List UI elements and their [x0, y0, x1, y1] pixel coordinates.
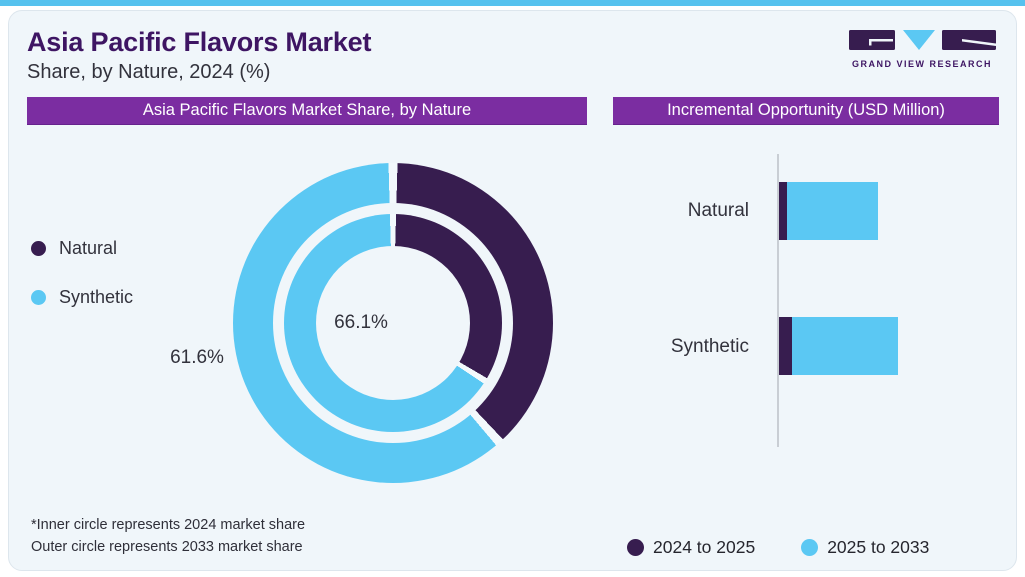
- bar-synthetic-2024-2025: [779, 317, 792, 375]
- bar-category-label-natural: Natural: [687, 200, 749, 221]
- bar-row-natural: [779, 182, 878, 240]
- synthetic-swatch-icon: [31, 289, 46, 305]
- donut-outer-share-label: 61.6%: [170, 347, 224, 368]
- legend-item-natural: Natural: [31, 235, 133, 261]
- legend-label-2024-2025: 2024 to 2025: [653, 536, 756, 557]
- bar-natural-2024-2025: [779, 182, 787, 240]
- donut-chart: 66.1%: [233, 163, 553, 483]
- legend-item-2024-2025: 2024 to 2025: [627, 537, 755, 557]
- donut-panel-header: Asia Pacific Flavors Market Share, by Na…: [27, 97, 587, 125]
- gvr-logo-text: GRAND VIEW RESEARCH: [851, 59, 992, 69]
- legend-item-2025-2033: 2025 to 2033: [801, 537, 929, 557]
- page-subtitle: Share, by Nature, 2024 (%): [27, 61, 271, 83]
- bar-chart-legend: 2024 to 2025 2025 to 2033: [627, 537, 929, 557]
- series-2024-2025-swatch-icon: [627, 538, 644, 556]
- series-2025-2033-swatch-icon: [801, 538, 819, 556]
- footnote-line-2: Outer circle represents 2033 market shar…: [31, 539, 303, 556]
- footnote: *Inner circle represents 2024 market sha…: [31, 514, 305, 559]
- legend-label-synthetic: Synthetic: [59, 286, 134, 307]
- page-title: Asia Pacific Flavors Market: [27, 27, 372, 57]
- donut-inner-share-label: 66.1%: [334, 312, 388, 333]
- bar-chart-axis: [777, 154, 779, 447]
- gvr-logo-mark: [849, 30, 996, 50]
- bar-synthetic-2025-2033: [792, 317, 898, 375]
- gvr-logo: GRAND VIEW RESEARCH: [847, 29, 997, 69]
- legend-item-synthetic: Synthetic: [31, 284, 133, 310]
- bar-panel-header: Incremental Opportunity (USD Million): [613, 97, 999, 125]
- legend-label-natural: Natural: [59, 237, 118, 258]
- footnote-line-1: *Inner circle represents 2024 market sha…: [31, 517, 306, 533]
- donut-legend: Natural Synthetic: [31, 235, 133, 333]
- top-accent-bar: [0, 0, 1025, 6]
- bar-natural-2025-2033: [787, 182, 878, 240]
- infographic-card: Asia Pacific Flavors Market Share, by Na…: [8, 10, 1017, 571]
- donut-hole: [316, 246, 470, 400]
- bar-category-label-synthetic: Synthetic: [670, 336, 749, 357]
- bar-row-synthetic: [779, 317, 898, 375]
- natural-swatch-icon: [31, 240, 46, 256]
- legend-label-2025-2033: 2025 to 2033: [827, 536, 930, 557]
